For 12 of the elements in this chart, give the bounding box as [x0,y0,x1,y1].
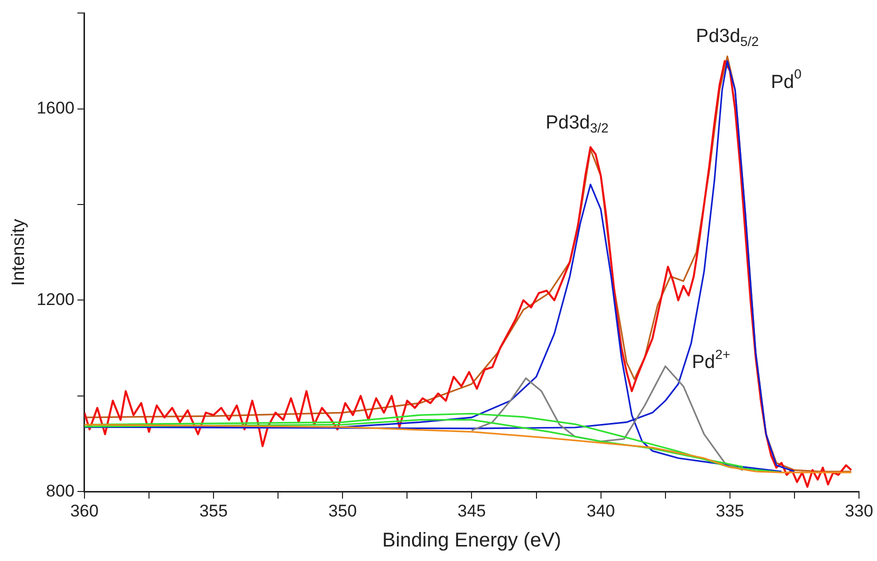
y-tick-label: 800 [46,481,74,500]
x-tick-label: 340 [586,501,615,520]
x-tick-label: 360 [70,501,99,520]
y-tick-label: 1600 [36,98,74,118]
x-tick-label: 335 [716,501,744,520]
x-tick-label: 355 [199,501,228,520]
x-tick-label: 345 [458,501,486,520]
x-axis-title: Binding Energy (eV) [382,530,562,552]
x-tick-label: 330 [844,501,874,520]
x-tick-label: 350 [328,501,357,520]
y-tick-label: 1200 [36,290,74,309]
y-axis-title: Intensity [8,218,28,286]
